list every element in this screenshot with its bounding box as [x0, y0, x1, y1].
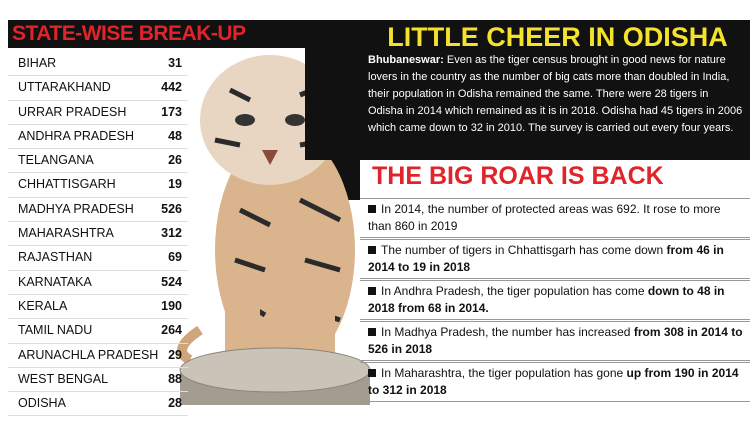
bullet-list: In 2014, the number of protected areas w…: [360, 198, 750, 403]
bullet-text: In Andhra Pradesh, the tiger population …: [381, 284, 648, 298]
tiger-count: 31: [168, 56, 182, 70]
state-name: ODISHA: [18, 396, 66, 411]
tiger-count: 28: [168, 396, 182, 411]
bullet-text: from 308 in 2014 to 526 in 2018: [368, 325, 743, 356]
story-box: [305, 20, 750, 160]
table-row: TAMIL NADU 264: [8, 319, 188, 344]
state-name: TAMIL NADU: [18, 323, 93, 338]
state-name: URRAR PRADESH: [18, 104, 127, 119]
bullet-item: In Maharashtra, the tiger population has…: [360, 362, 750, 402]
bullet-text: In Maharashtra, the tiger population has…: [381, 366, 627, 380]
bullet-text: down to 48 in 2018 from 68 in 2014.: [368, 284, 725, 315]
left-header-band: [8, 20, 305, 48]
table-row: BIHAR 31: [8, 52, 188, 77]
state-name: WEST BENGAL: [18, 371, 109, 386]
tiger-count: 19: [168, 177, 182, 192]
table-row: KARNATAKA 524: [8, 271, 188, 295]
state-name: ARUNACHLA PRADESH: [18, 347, 159, 362]
tiger-count: 526: [161, 201, 182, 216]
state-name: RAJASTHAN: [18, 250, 93, 265]
bullet-text: In 2014, the number of protected areas w…: [368, 202, 721, 233]
state-name: BIHAR: [18, 56, 57, 70]
state-name: MAHARASHTRA: [18, 226, 114, 241]
tiger-count: 524: [161, 274, 182, 289]
bullet-text: In Madhya Pradesh, the number has increa…: [381, 325, 634, 339]
bullet-text: from 46 in 2014 to 19 in 2018: [368, 243, 724, 274]
story-text: Even as the tiger census brought in good…: [368, 54, 743, 134]
bullets-title: THE BIG ROAR IS BACK: [372, 162, 664, 190]
table-row: CHHATTISGARH 19: [8, 173, 188, 198]
bullet-item: In 2014, the number of protected areas w…: [360, 198, 750, 238]
table-row: MADHYA PRADESH 526: [8, 198, 188, 223]
tiger-count: 29: [168, 347, 182, 362]
state-table: BIHAR 31 UTTARAKHAND 442 URRAR PRADESH 173 AND…: [8, 52, 188, 417]
table-row: MAHARASHTRA 312: [8, 222, 188, 247]
tiger-count: 173: [161, 104, 182, 119]
tiger-count: 26: [168, 153, 182, 168]
tiger-count: 190: [161, 298, 182, 313]
tiger-count: 48: [168, 128, 182, 143]
table-row: ARUNACHLA PRADESH 29: [8, 344, 188, 368]
state-name: KERALA: [18, 298, 68, 313]
state-name: CHHATTISGARH: [18, 177, 116, 192]
bullet-item: In Andhra Pradesh, the tiger population …: [360, 280, 750, 320]
table-row: URRAR PRADESH 173: [8, 101, 188, 125]
story-body: Bhubaneswar: Even as the tiger census br…: [368, 52, 746, 137]
tiger-count: 69: [168, 250, 182, 265]
tiger-count: 88: [168, 371, 182, 386]
table-row: UTTARAKHAND 442: [8, 76, 188, 101]
state-name: ANDHRA PRADESH: [18, 128, 134, 143]
state-name: MADHYA PRADESH: [18, 201, 134, 216]
tiger-count: 312: [161, 226, 182, 241]
tiger-count: 442: [161, 80, 182, 95]
story-title: LITTLE CHEER IN ODISHA: [387, 22, 728, 52]
left-title: STATE-WISE BREAK-UP: [12, 22, 246, 45]
bullet-text: up from 190 in 2014 to 312 in 2018: [368, 366, 739, 397]
bullet-text: The number of tigers in Chhattisgarh has…: [381, 243, 667, 257]
state-name: KARNATAKA: [18, 274, 92, 289]
table-row: KERALA 190: [8, 295, 188, 320]
bullet-item: In Madhya Pradesh, the number has increa…: [360, 321, 750, 361]
table-row: ANDHRA PRADESH 48: [8, 125, 188, 150]
tiger-count: 264: [161, 323, 182, 338]
table-row: ODISHA 28: [8, 392, 188, 417]
table-row: RAJASTHAN 69: [8, 246, 188, 271]
table-row: TELANGANA 26: [8, 149, 188, 174]
dateline: Bhubaneswar:: [368, 54, 444, 66]
bullet-item: The number of tigers in Chhattisgarh has…: [360, 239, 750, 279]
state-name: TELANGANA: [18, 153, 94, 168]
table-row: WEST BENGAL 88: [8, 368, 188, 393]
state-name: UTTARAKHAND: [18, 80, 111, 95]
